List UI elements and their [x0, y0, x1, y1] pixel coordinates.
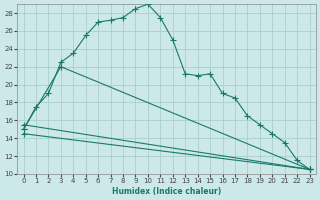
X-axis label: Humidex (Indice chaleur): Humidex (Indice chaleur) — [112, 187, 221, 196]
